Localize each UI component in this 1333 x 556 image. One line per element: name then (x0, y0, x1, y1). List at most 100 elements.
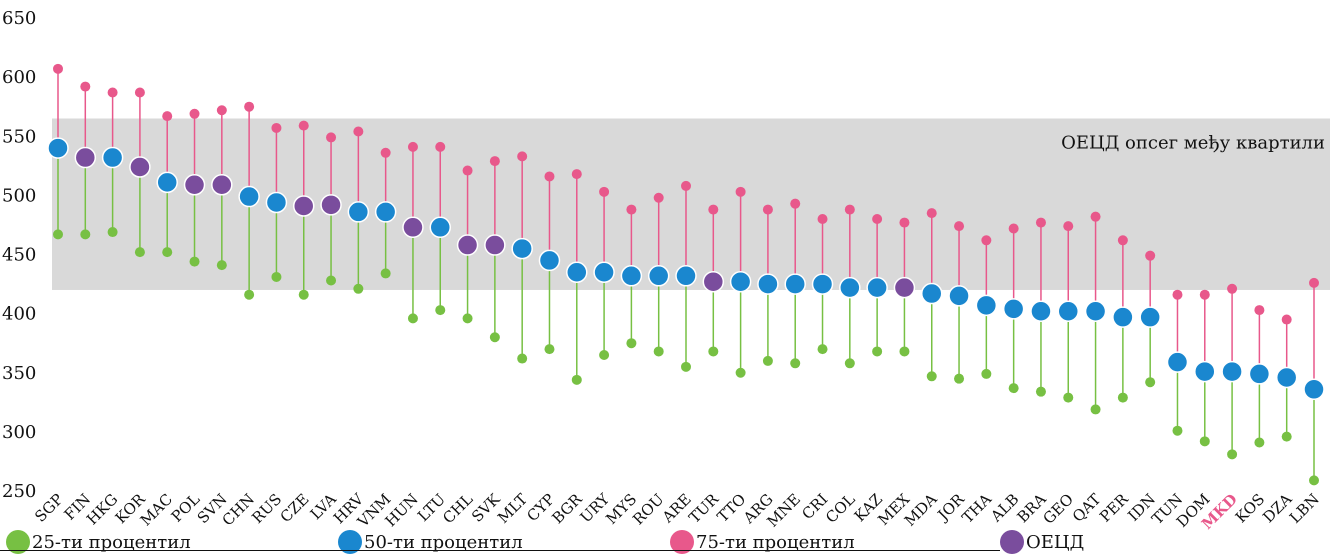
p75-point (1281, 314, 1292, 325)
country-idn (1139, 250, 1161, 388)
median-point (47, 137, 69, 159)
legend-label-p50: 50-ти процентил (364, 531, 523, 553)
p25-point (189, 256, 200, 267)
p25-point (1227, 449, 1238, 460)
median-point (538, 249, 561, 272)
data-marks (47, 63, 1325, 486)
oecd-median-point (484, 234, 506, 256)
x-tick-label: KOS (1232, 490, 1268, 526)
p25-point (926, 371, 937, 382)
p75-point (107, 87, 118, 98)
country-ltu (429, 141, 452, 316)
p25-point (1063, 392, 1074, 403)
x-tick-label: QAT (1069, 490, 1105, 526)
p25-point (1035, 386, 1046, 397)
p25-point (1172, 425, 1183, 436)
median-point (1139, 306, 1161, 328)
p25-point (216, 260, 227, 271)
p75-point (762, 204, 773, 215)
country-arg (757, 204, 779, 366)
p75-point (53, 63, 63, 74)
p25-point (1145, 377, 1156, 388)
legend-label-p25: 25-ти процентил (32, 531, 191, 553)
p75-point (599, 186, 610, 197)
median-point (1112, 306, 1134, 328)
country-hrv (347, 126, 370, 294)
oecd-median-point (320, 194, 342, 216)
median-point (1002, 298, 1025, 320)
p25-point (1254, 437, 1265, 448)
p25-point (954, 373, 965, 384)
p25-point (162, 247, 173, 258)
country-cri (811, 214, 834, 355)
p75-point (244, 101, 255, 112)
oecd-median-point (74, 146, 97, 169)
x-tick-label: RUS (248, 490, 285, 527)
p75-point (872, 214, 883, 225)
median-point (675, 265, 697, 287)
y-tick-label: 400 (2, 304, 36, 325)
median-point (1248, 363, 1271, 385)
p75-point (1063, 221, 1074, 232)
median-point (347, 201, 370, 223)
median-point (948, 285, 970, 307)
country-chn (238, 101, 260, 300)
country-kos (1248, 305, 1271, 448)
p75-point (216, 105, 227, 116)
p75-point (1008, 223, 1019, 234)
p25-point (653, 346, 664, 357)
country-qat (1084, 211, 1107, 415)
country-rus (265, 122, 288, 282)
p75-point (407, 141, 418, 152)
p25-point (735, 367, 746, 378)
country-bra (1030, 217, 1052, 397)
country-svk (484, 156, 506, 343)
p25-point (298, 289, 309, 300)
country-per (1112, 235, 1134, 403)
y-tick-label: 300 (2, 422, 36, 443)
y-tick-label: 350 (2, 363, 36, 384)
oecd-interquartile-band (52, 118, 1330, 290)
oecd-median-point (893, 276, 916, 299)
oecd-median-point (129, 156, 151, 178)
p75-point (326, 132, 337, 143)
country-chl (456, 165, 479, 324)
x-tick-label: CHL (439, 490, 476, 527)
y-tick-label: 600 (2, 67, 36, 88)
y-tick-label: 550 (2, 126, 36, 147)
oecd-median-point (211, 173, 233, 196)
p25-point (599, 350, 610, 361)
median-point (620, 265, 643, 287)
country-mda (920, 208, 943, 382)
p75-point (544, 171, 555, 182)
x-tick-label: ARE (658, 490, 695, 527)
p25-point (407, 313, 418, 324)
p75-point (571, 169, 582, 180)
median-point (811, 273, 834, 295)
country-pol (183, 108, 206, 267)
p25-point (1309, 475, 1319, 486)
p25-point (1090, 404, 1101, 415)
median-point (839, 276, 861, 299)
legend-divider (0, 550, 1000, 551)
p75-point (899, 217, 910, 228)
median-point (265, 191, 288, 214)
p75-point (80, 81, 91, 92)
legend-item-oecd: ОЕЦД (1000, 530, 1084, 554)
country-svn (211, 105, 233, 271)
p25-point (462, 313, 473, 324)
median-point (866, 276, 888, 299)
p25-point (326, 275, 337, 286)
x-tick-label: TTO (714, 490, 750, 526)
median-point (429, 216, 452, 239)
p25-point (435, 305, 446, 316)
x-tick-label: COL (822, 490, 859, 527)
p75-point (353, 126, 364, 137)
p75-point (1309, 277, 1319, 288)
p25-point (762, 355, 773, 366)
median-point (238, 185, 260, 208)
median-point (593, 261, 615, 283)
p75-point (1035, 217, 1046, 228)
y-tick-label: 450 (2, 245, 36, 266)
x-axis: SGPFINHKGKORMACPOLSVNCHNRUSCZELVAHRVVNMH… (31, 489, 1323, 530)
